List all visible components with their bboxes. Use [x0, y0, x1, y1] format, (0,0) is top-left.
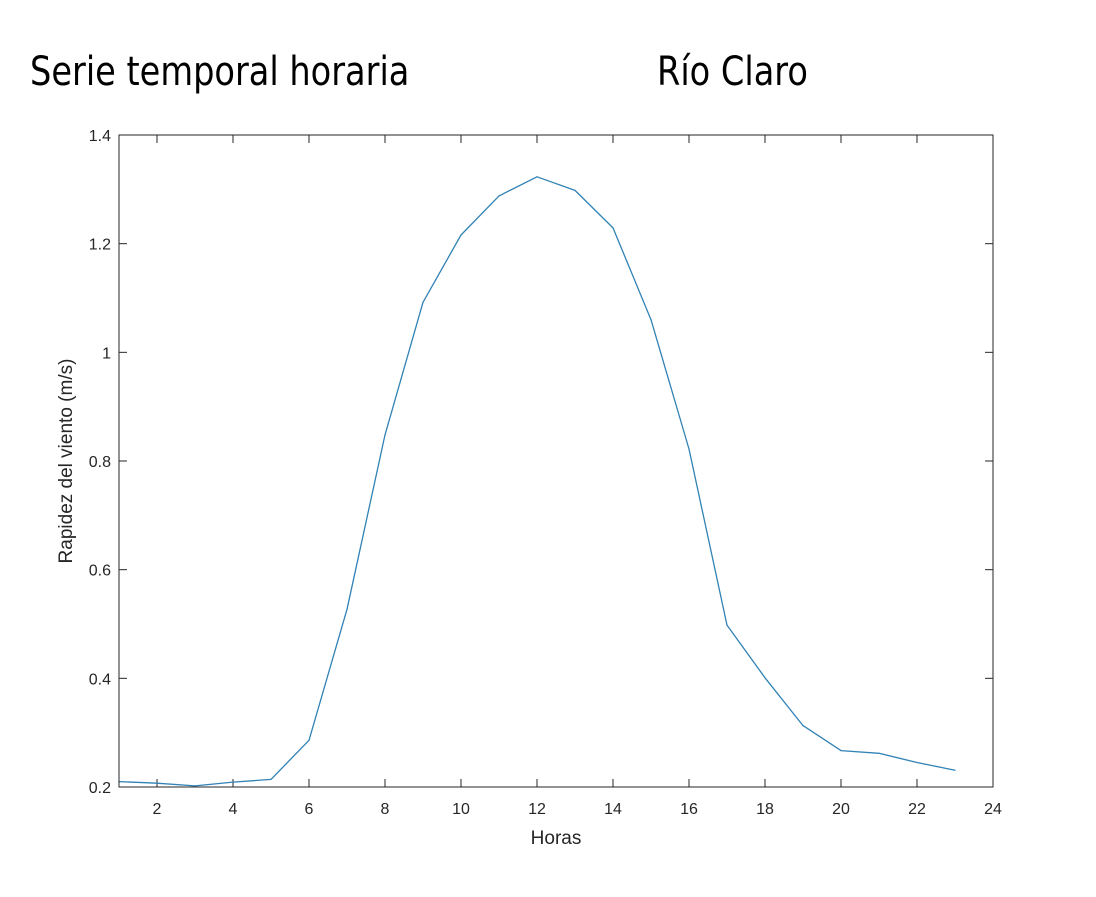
labels-layer: 2 4 6 8 10 12 14 16 18 20 22 240.20.40.60.811.21.4	[89, 128, 1002, 818]
x-tick-label: 18	[756, 801, 774, 818]
data-point	[346, 608, 348, 610]
data-point	[802, 725, 804, 727]
y-tick-label: 0.2	[89, 780, 111, 797]
y-tick-label: 1	[102, 345, 111, 362]
data-point	[688, 448, 690, 450]
data-point	[954, 769, 956, 771]
data-point	[498, 195, 500, 197]
x-tick-label: 16	[680, 801, 698, 818]
x-tick-label: 12	[528, 801, 546, 818]
data-point	[232, 781, 234, 783]
x-tick-label: 6	[305, 801, 314, 818]
y-tick-label: 0.4	[89, 671, 111, 688]
ticks-layer	[119, 134, 994, 788]
x-axis-label: Horas	[531, 828, 582, 849]
data-point	[156, 782, 158, 784]
x-tick-label: 20	[832, 801, 850, 818]
data-point	[840, 749, 842, 752]
series-line	[118, 176, 956, 787]
data-point	[612, 227, 614, 229]
location-title: Río Claro	[657, 49, 808, 95]
x-tick-label: 24	[984, 801, 1002, 818]
plot-layer	[118, 176, 956, 787]
y-axis-label: Rapidez del viento (m/s)	[56, 359, 77, 564]
data-point	[460, 234, 462, 236]
plot-frame	[118, 134, 994, 788]
chart-title: Serie temporal horaria	[30, 49, 410, 95]
data-point	[726, 624, 728, 626]
x-tick-label: 10	[452, 801, 470, 818]
y-tick-label: 1.4	[89, 128, 111, 145]
y-tick-label: 0.8	[89, 454, 111, 471]
x-tick-label: 14	[604, 801, 622, 818]
x-tick-label: 2	[153, 801, 162, 818]
data-point	[384, 434, 386, 436]
data-point	[422, 301, 424, 303]
data-point	[878, 752, 880, 754]
data-point	[916, 761, 918, 764]
y-tick-label: 0.6	[89, 563, 111, 580]
data-point	[764, 677, 766, 679]
x-tick-label: 8	[381, 801, 390, 818]
data-point	[650, 319, 652, 321]
y-tick-label: 1.2	[89, 237, 111, 254]
data-point	[574, 189, 576, 192]
data-point	[194, 785, 196, 787]
x-tick-label: 22	[908, 801, 926, 818]
data-point	[308, 739, 310, 741]
data-point	[536, 176, 538, 178]
data-point	[270, 778, 272, 780]
x-tick-label: 4	[229, 801, 238, 818]
